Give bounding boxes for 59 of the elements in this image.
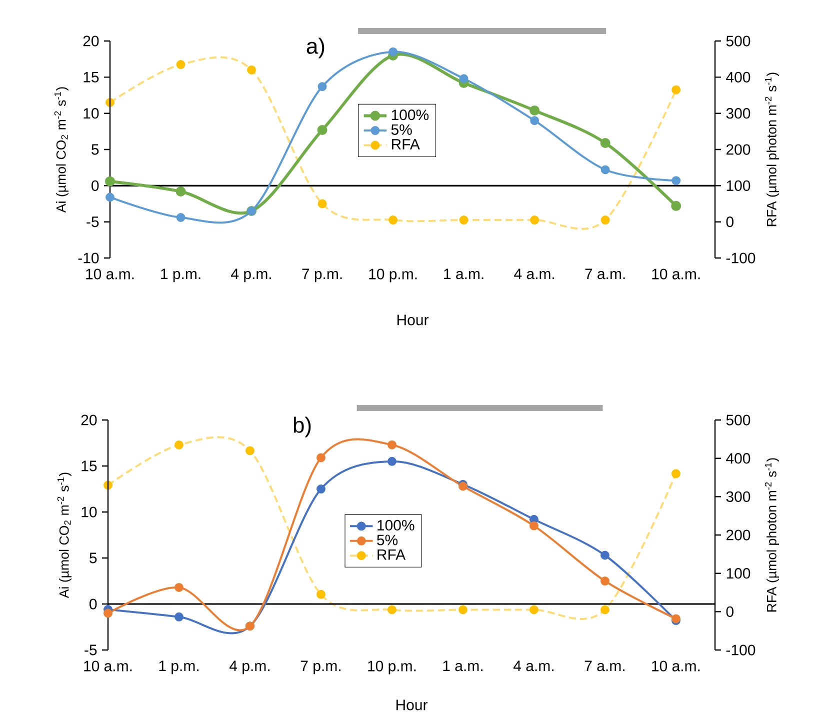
y-tick-label: 10 [84,108,99,119]
y2-tick-label: -100 [726,252,756,264]
x-tick-label: 7 p.m. [300,660,340,674]
x-tick-label: 1 p.m. [161,268,200,282]
x-tick-label: 4 a.m. [513,660,554,672]
y-tick-label: 20 [81,414,97,426]
y-tick-label: -5 [84,644,97,656]
y-axis-title: Ai (µmol CO$_{2}$ m$^{-2}$ s$^{-1}$) [54,87,68,213]
legend-label: 5% [377,534,398,546]
x-tick-label: 10 p.m. [369,268,417,282]
y2-tick-label: 300 [726,108,750,119]
x-tick-label: 10 a.m. [84,660,132,672]
legend-label: 100% [378,520,414,531]
chart-title: b) [294,416,311,438]
y2-tick-label: 400 [726,72,750,82]
x-tick-label: 4 p.m. [229,660,270,674]
x-axis-title: Hour [396,700,428,710]
y-tick-label: 20 [83,36,99,46]
x-tick-label: 7 a.m. [585,268,625,280]
y-tick-label: -10 [78,252,99,264]
x-tick-label: 10 a.m. [652,268,700,280]
y2-tick-label: 0 [726,216,734,228]
y2-tick-label: 200 [726,144,750,155]
x-tick-label: 4 a.m. [514,268,554,280]
x-tick-label: 4 p.m. [231,268,271,282]
y2-tick-label: -100 [726,644,756,656]
y2-tick-label: 0 [726,606,734,617]
legend-label: RFA [378,549,406,560]
x-tick-label: 7 a.m. [584,660,624,672]
x-tick-label: 1 a.m. [444,268,484,280]
y-tick-label: -5 [86,216,99,228]
y-tick-label: 0 [90,598,97,610]
y-tick-label: 5 [90,552,97,564]
y-tick-label: 15 [84,72,99,82]
y-tick-label: 5 [92,144,99,155]
legend-label: RFA [392,139,420,150]
y2-tick-label: 100 [726,568,750,579]
x-axis-title: Hour [397,314,429,326]
y2-axis-title: RFA (µmol photon m$^{-2}$ s$^{-1}$) [764,458,780,612]
y-tick-label: 15 [82,460,97,472]
y2-tick-label: 300 [726,491,750,502]
x-tick-label: 1 a.m. [443,660,482,672]
x-tick-label: 7 p.m. [302,268,342,282]
x-tick-label: 10 a.m. [86,268,134,280]
y2-tick-label: 100 [726,180,750,191]
chart-title: a) [306,38,324,58]
y-axis-title: Ai (µmol CO$_{2}$ m$^{-2}$ s$^{-1}$) [57,472,72,598]
legend-label: 100% [392,110,429,120]
legend-label: 5% [391,124,412,135]
y2-tick-label: 200 [726,530,750,540]
y2-tick-label: 500 [726,36,750,46]
y2-tick-label: 400 [726,453,750,464]
x-tick-label: 1 p.m. [159,660,198,674]
y-tick-label: 0 [92,180,99,191]
x-tick-label: 10 a.m. [652,660,700,672]
y-tick-label: 10 [82,506,97,518]
y2-tick-label: 500 [726,414,750,426]
y2-axis-title: RFA (µmol photon m$^{-2}$ s$^{-1}$) [764,72,780,226]
x-tick-label: 10 p.m. [368,660,416,674]
